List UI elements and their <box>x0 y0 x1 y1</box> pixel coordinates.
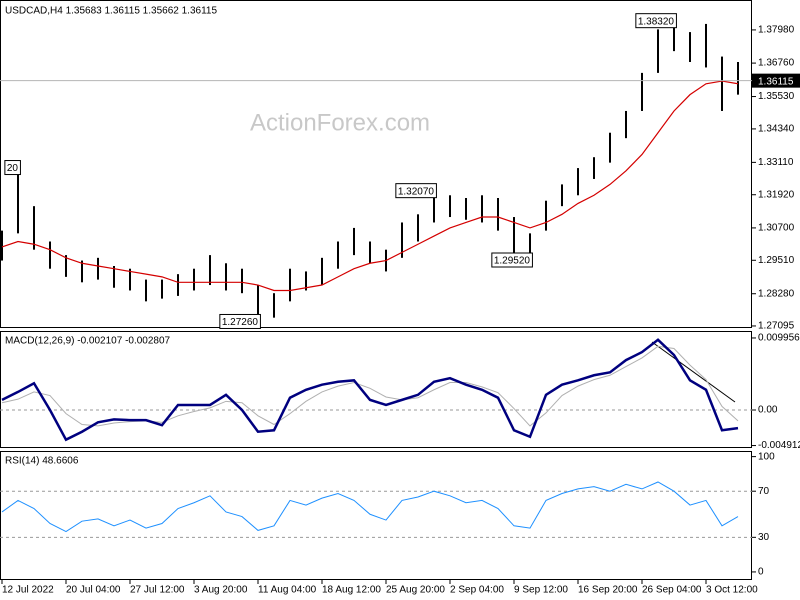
y-tick-label: 0.00 <box>758 405 778 416</box>
y-tick-label: 1.29510 <box>758 255 795 266</box>
y-tick-label: -0.004912 <box>758 440 800 451</box>
moving-average <box>1 80 739 292</box>
indicator-line <box>1 345 739 427</box>
indicator-line <box>1 338 739 442</box>
annotation-label: 1.27260 <box>222 317 259 328</box>
y-tick-label: 70 <box>758 486 770 497</box>
annotation-label: 1.29520 <box>494 256 531 267</box>
x-tick-label: 26 Sep 04:00 <box>642 585 702 596</box>
y-tick-label: 1.34340 <box>758 124 795 135</box>
x-tick-label: 18 Aug 12:00 <box>322 585 381 596</box>
x-tick-label: 2 Sep 04:00 <box>450 585 504 596</box>
price-panel <box>0 0 752 328</box>
y-tick-label: 1.37980 <box>758 25 795 36</box>
y-tick-label: 1.36760 <box>758 58 795 69</box>
y-tick-label: 0.009956 <box>758 333 800 344</box>
macd-title: MACD(12,26,9) -0.002107 -0.002807 <box>5 336 171 347</box>
watermark: ActionForex.com <box>250 109 430 136</box>
rsi-panel <box>0 451 752 580</box>
y-tick-label: 1.28280 <box>758 288 795 299</box>
price-title: USDCAD,H4 1.35683 1.36115 1.35662 1.3611… <box>5 6 217 17</box>
last-price-label: 1.36115 <box>758 76 794 87</box>
annotation-label: 1.32070 <box>398 186 435 197</box>
macd-panel <box>0 331 752 448</box>
x-tick-label: 20 Jul 04:00 <box>66 585 121 596</box>
x-tick-label: 25 Aug 20:00 <box>386 585 445 596</box>
y-tick-label: 1.35530 <box>758 91 795 102</box>
annotation-box <box>635 13 677 29</box>
annotation-box <box>491 252 533 268</box>
y-tick-label: 1.33110 <box>758 157 794 168</box>
x-tick-label: 9 Sep 12:00 <box>514 585 568 596</box>
x-tick-label: 27 Jul 12:00 <box>130 585 185 596</box>
y-tick-label: 30 <box>758 532 770 543</box>
annotation-label: 20 <box>7 163 19 174</box>
x-tick-label: 12 Jul 2022 <box>2 585 54 596</box>
x-tick-label: 11 Aug 04:00 <box>258 585 317 596</box>
rsi-title: RSI(14) 48.6606 <box>5 456 79 467</box>
annotation-box <box>219 313 261 329</box>
y-tick-label: 1.30700 <box>758 223 795 234</box>
annotation-box <box>395 183 437 199</box>
y-tick-label: 1.27095 <box>758 321 795 332</box>
x-tick-label: 3 Oct 12:00 <box>706 585 758 596</box>
last-price-box <box>752 73 800 88</box>
trend-line <box>651 341 736 403</box>
indicator-line <box>1 481 739 533</box>
annotation-label: 1.38320 <box>638 16 675 27</box>
y-tick-label: 1.31920 <box>758 189 795 200</box>
x-tick-label: 16 Sep 20:00 <box>578 585 638 596</box>
x-tick-label: 3 Aug 20:00 <box>194 585 248 596</box>
annotation-box <box>4 160 21 176</box>
y-tick-label: 100 <box>758 451 775 462</box>
y-tick-label: 0 <box>758 567 764 578</box>
